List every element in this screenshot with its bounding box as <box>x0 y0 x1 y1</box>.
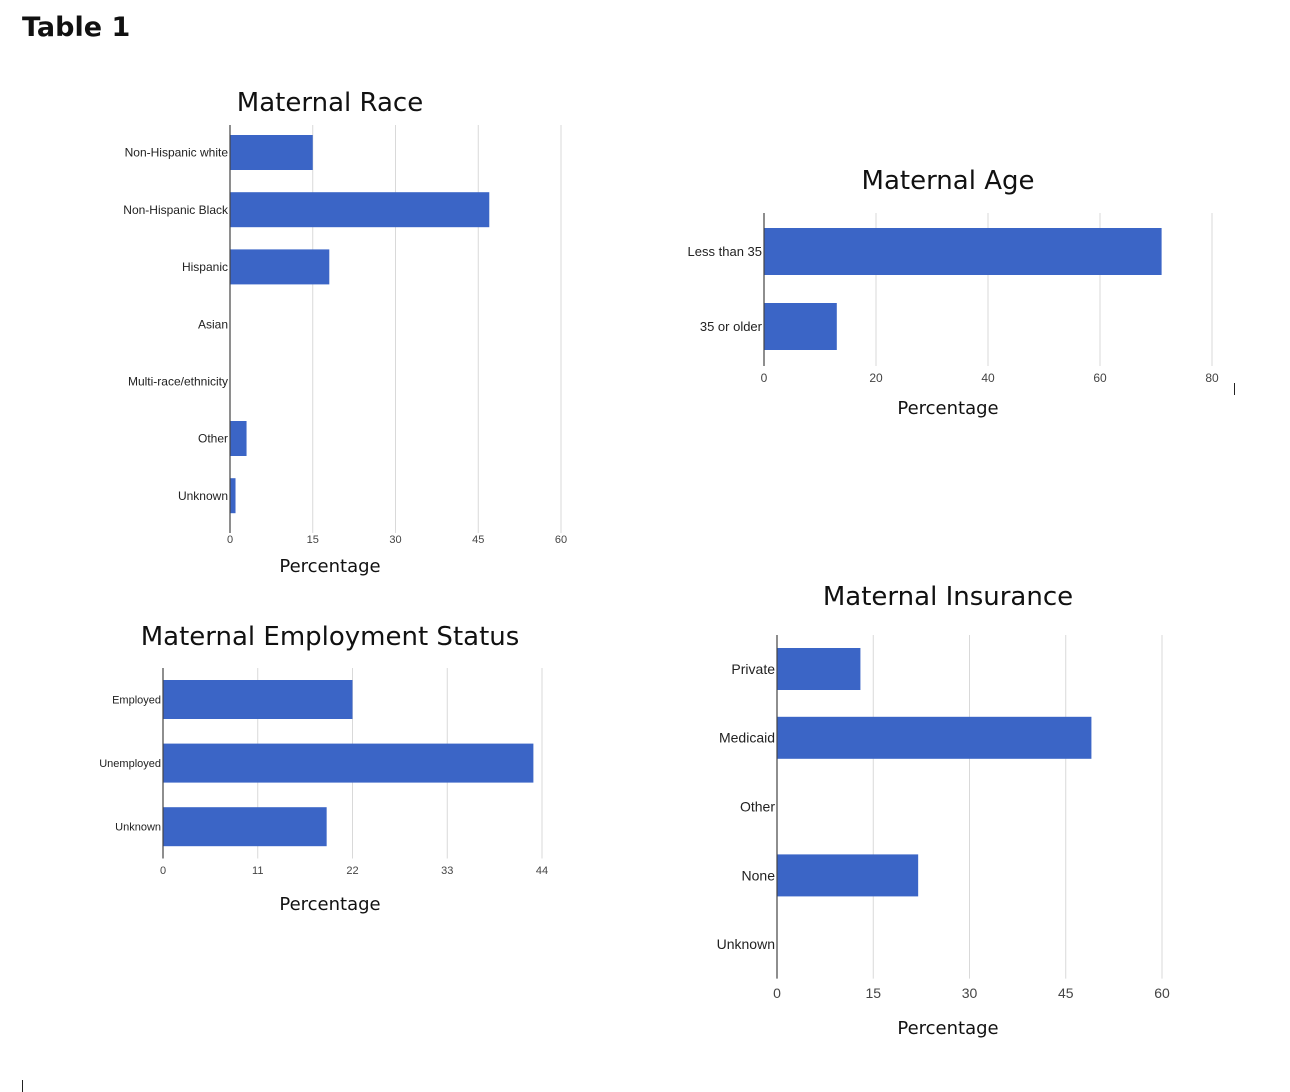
chart-title: Maternal Race <box>236 88 424 118</box>
page-heading: Table 1 <box>22 12 131 43</box>
category-label: Employed <box>112 694 161 706</box>
category-label: 35 or older <box>700 319 763 334</box>
category-label: Multi-race/ethnicity <box>128 375 228 389</box>
x-axis-label: Percentage <box>279 556 381 577</box>
bar <box>163 743 534 783</box>
x-tick-label: 15 <box>307 534 319 546</box>
category-label: None <box>742 867 776 883</box>
category-label: Unknown <box>178 489 228 503</box>
category-label: Unemployed <box>99 758 161 770</box>
bar <box>163 807 327 847</box>
category-label: Other <box>740 799 775 815</box>
category-label: Non-Hispanic Black <box>123 203 229 217</box>
text-cursor-mark <box>22 1080 23 1092</box>
x-tick-label: 0 <box>160 865 166 877</box>
chart-title: Maternal Employment Status <box>140 622 520 652</box>
x-tick-label: 80 <box>1205 371 1219 385</box>
x-tick-label: 22 <box>346 865 358 877</box>
bar <box>230 421 247 456</box>
x-axis-label: Percentage <box>897 1018 999 1039</box>
x-tick-label: 20 <box>869 371 883 385</box>
category-label: Medicaid <box>719 730 775 746</box>
category-label: Private <box>731 661 775 677</box>
x-tick-label: 45 <box>1058 985 1074 1001</box>
x-tick-label: 0 <box>773 985 781 1001</box>
bar <box>230 249 330 285</box>
x-tick-label: 15 <box>865 985 881 1001</box>
category-label: Asian <box>198 317 228 331</box>
bar <box>230 478 236 514</box>
x-tick-label: 0 <box>761 371 768 385</box>
bar <box>764 303 837 350</box>
category-label: Less than 35 <box>688 244 762 259</box>
x-tick-label: 44 <box>536 865 548 877</box>
x-tick-label: 30 <box>962 985 978 1001</box>
bar <box>777 854 919 897</box>
x-tick-label: 11 <box>252 865 263 877</box>
bar <box>764 228 1162 275</box>
bar <box>777 648 861 690</box>
bar <box>230 135 313 170</box>
x-tick-label: 45 <box>472 534 484 546</box>
category-label: Non-Hispanic white <box>125 146 229 160</box>
x-tick-label: 60 <box>1093 371 1107 385</box>
x-axis-label: Percentage <box>897 398 999 419</box>
category-label: Other <box>198 432 228 446</box>
bar <box>777 716 1092 759</box>
category-label: Unknown <box>717 936 775 952</box>
x-tick-label: 30 <box>389 534 401 546</box>
chart-title: Maternal Age <box>861 166 1035 196</box>
x-tick-label: 0 <box>227 534 233 546</box>
bar <box>163 680 353 719</box>
bar <box>230 192 490 228</box>
category-label: Unknown <box>115 822 161 834</box>
text-cursor-mark <box>1234 383 1235 395</box>
x-tick-label: 60 <box>555 534 567 546</box>
x-tick-label: 60 <box>1154 985 1170 1001</box>
chart-title: Maternal Insurance <box>822 582 1074 612</box>
x-axis-label: Percentage <box>279 894 381 915</box>
x-tick-label: 40 <box>981 371 995 385</box>
x-tick-label: 33 <box>441 865 453 877</box>
category-label: Hispanic <box>182 260 228 274</box>
